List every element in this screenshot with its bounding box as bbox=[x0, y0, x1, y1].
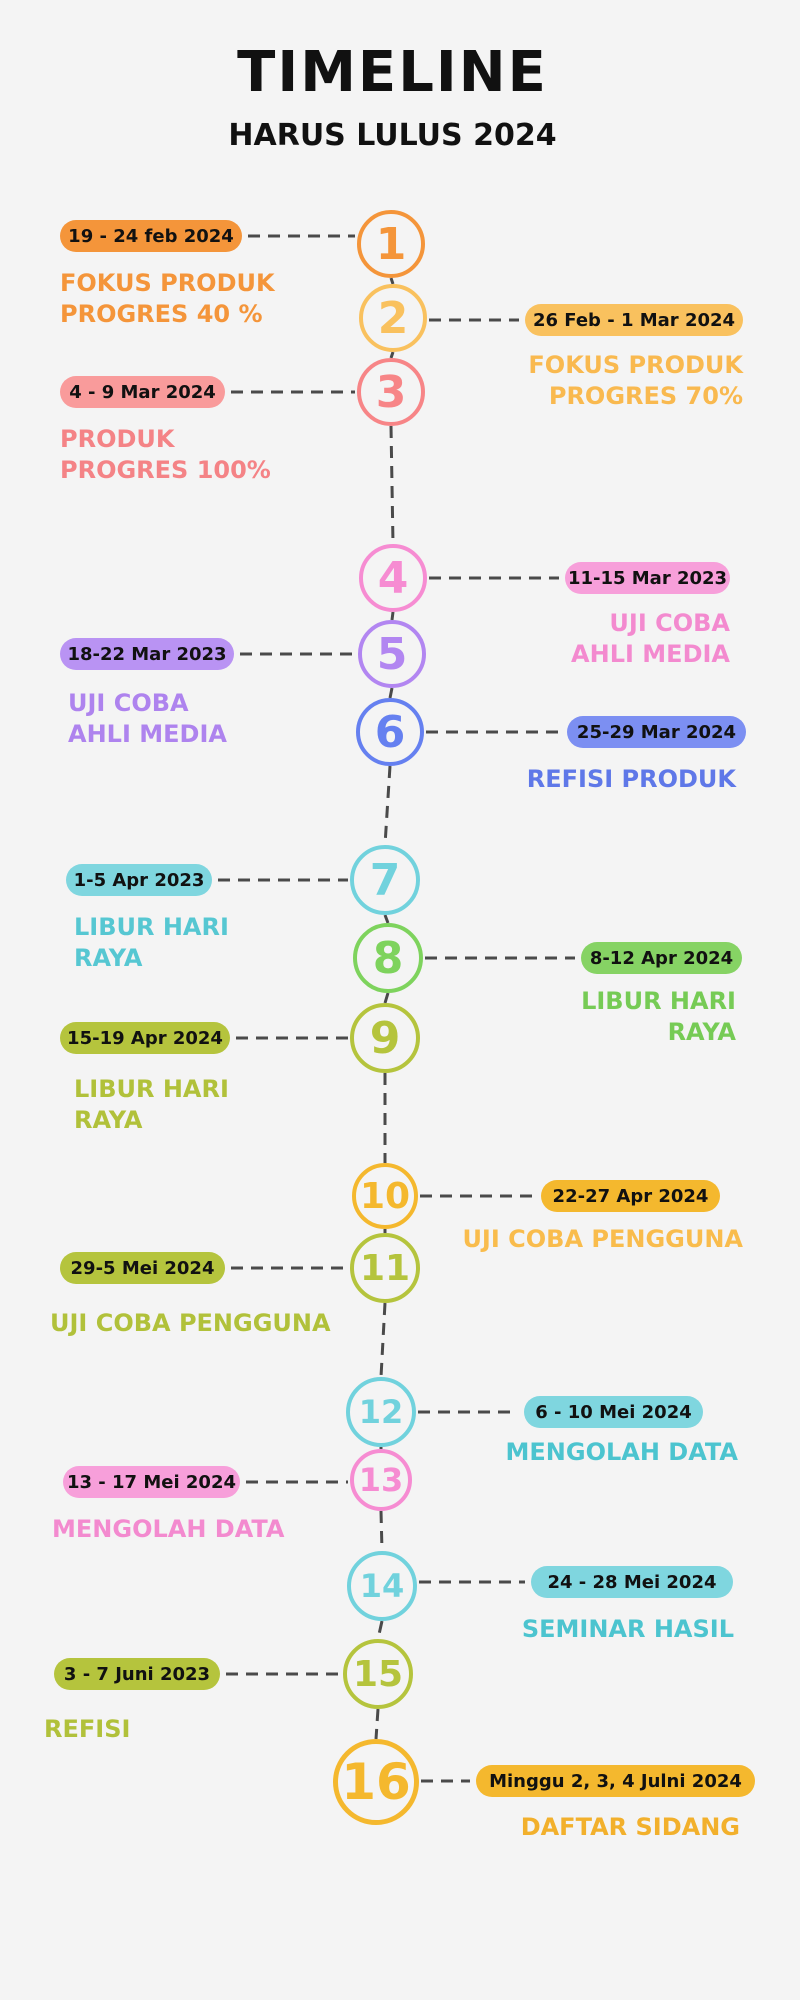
milestone-5-date: 18-22 Mar 2023 bbox=[60, 638, 234, 670]
timeline-spine bbox=[374, 277, 395, 1740]
milestone-11-date: 29-5 Mei 2024 bbox=[60, 1252, 225, 1284]
milestone-16-circle: 16 bbox=[333, 1739, 419, 1825]
milestone-7-circle: 7 bbox=[350, 845, 420, 915]
description-line: LIBUR HARI bbox=[74, 1075, 229, 1103]
milestone-12-circle: 12 bbox=[346, 1377, 416, 1447]
description-line: LIBUR HARI bbox=[74, 913, 229, 941]
milestone-9-date: 15-19 Apr 2024 bbox=[60, 1022, 230, 1054]
milestone-6-description: REFISI PRODUK bbox=[527, 764, 736, 795]
spine-segment bbox=[374, 1708, 380, 1740]
milestone-4-circle: 4 bbox=[359, 544, 427, 612]
spine-segment bbox=[379, 1510, 384, 1552]
milestone-9-circle: 9 bbox=[350, 1003, 420, 1073]
milestone-13-date: 13 - 17 Mei 2024 bbox=[63, 1466, 240, 1498]
description-line: PROGRES 100% bbox=[60, 456, 271, 484]
spine-segment bbox=[383, 992, 390, 1004]
milestone-10-date: 22-27 Apr 2024 bbox=[541, 1180, 720, 1212]
milestone-16-description: DAFTAR SIDANG bbox=[521, 1812, 740, 1843]
description-line: UJI COBA bbox=[609, 609, 730, 637]
milestone-6-date: 25-29 Mar 2024 bbox=[567, 716, 746, 748]
description-line: AHLI MEDIA bbox=[68, 720, 227, 748]
spine-segment bbox=[379, 1302, 387, 1378]
milestone-15-description: REFISI bbox=[44, 1714, 130, 1745]
milestone-2-circle: 2 bbox=[359, 284, 427, 352]
milestone-3-circle: 3 bbox=[357, 358, 425, 426]
milestone-5-circle: 5 bbox=[358, 620, 426, 688]
description-line: SEMINAR HASIL bbox=[521, 1615, 734, 1643]
spine-segment bbox=[390, 611, 395, 621]
description-line: FOKUS PRODUK bbox=[60, 269, 275, 297]
milestone-3-date: 4 - 9 Mar 2024 bbox=[60, 376, 225, 408]
milestone-13-circle: 13 bbox=[350, 1449, 412, 1511]
milestone-10-circle: 10 bbox=[352, 1163, 418, 1229]
milestone-16-date: Minggu 2, 3, 4 Julni 2024 bbox=[476, 1765, 755, 1797]
description-line: MENGOLAH DATA bbox=[505, 1438, 739, 1466]
description-line: UJI COBA PENGGUNA bbox=[462, 1225, 743, 1253]
milestone-14-description: SEMINAR HASIL bbox=[522, 1614, 734, 1645]
milestone-14-circle: 14 bbox=[347, 1551, 417, 1621]
milestone-2-description: FOKUS PRODUK PROGRES 70% bbox=[528, 350, 743, 412]
milestone-14-date: 24 - 28 Mei 2024 bbox=[531, 1566, 733, 1598]
page-title: TIMELINE bbox=[237, 40, 548, 105]
spine-segment bbox=[389, 425, 395, 545]
milestone-2-date: 26 Feb - 1 Mar 2024 bbox=[525, 304, 743, 336]
milestone-8-date: 8-12 Apr 2024 bbox=[581, 942, 742, 974]
milestone-1-circle: 1 bbox=[357, 210, 425, 278]
milestone-3-description: PRODUK PROGRES 100% bbox=[60, 424, 271, 486]
milestone-15-date: 3 - 7 Juni 2023 bbox=[54, 1658, 220, 1690]
timeline-arms bbox=[218, 234, 575, 1783]
milestone-12-description: MENGOLAH DATA bbox=[506, 1437, 739, 1468]
milestone-12-date: 6 - 10 Mei 2024 bbox=[524, 1396, 703, 1428]
description-line: FOKUS PRODUK bbox=[528, 351, 743, 379]
spine-segment bbox=[388, 687, 394, 699]
milestone-8-circle: 8 bbox=[353, 923, 423, 993]
description-line: REFISI bbox=[44, 1715, 131, 1743]
milestone-7-description: LIBUR HARI RAYA bbox=[74, 912, 229, 974]
spine-segment bbox=[376, 1620, 384, 1640]
milestone-6-circle: 6 bbox=[356, 698, 424, 766]
description-line: UJI COBA bbox=[68, 689, 189, 717]
description-line: MENGOLAH DATA bbox=[52, 1515, 285, 1543]
spine-segment bbox=[389, 277, 395, 285]
milestone-1-description: FOKUS PRODUK PROGRES 40 % bbox=[60, 268, 275, 330]
milestone-11-circle: 11 bbox=[350, 1233, 420, 1303]
description-line: AHLI MEDIA bbox=[571, 640, 730, 668]
description-line: LIBUR HARI bbox=[581, 987, 736, 1015]
spine-segment bbox=[383, 914, 390, 924]
description-line: RAYA bbox=[667, 1018, 736, 1046]
description-line: PRODUK bbox=[60, 425, 175, 453]
milestone-13-description: MENGOLAH DATA bbox=[52, 1514, 285, 1545]
description-line: DAFTAR SIDANG bbox=[520, 1813, 740, 1841]
description-line: PROGRES 70% bbox=[548, 382, 743, 410]
description-line: PROGRES 40 % bbox=[60, 300, 263, 328]
spine-segment bbox=[383, 765, 392, 846]
milestone-11-description: UJI COBA PENGGUNA bbox=[50, 1308, 331, 1339]
description-line: UJI COBA PENGGUNA bbox=[50, 1309, 331, 1337]
description-line: REFISI PRODUK bbox=[526, 765, 736, 793]
description-line: RAYA bbox=[74, 1106, 143, 1134]
page-subtitle: HARUS LULUS 2024 bbox=[228, 118, 557, 153]
description-line: RAYA bbox=[74, 944, 143, 972]
milestone-10-description: UJI COBA PENGGUNA bbox=[462, 1224, 743, 1255]
milestone-4-date: 11-15 Mar 2023 bbox=[565, 562, 730, 594]
milestone-4-description: UJI COBA AHLI MEDIA bbox=[571, 608, 730, 670]
milestone-8-description: LIBUR HARI RAYA bbox=[581, 986, 736, 1048]
spine-segment bbox=[389, 351, 395, 359]
milestone-9-description: LIBUR HARI RAYA bbox=[74, 1074, 229, 1136]
milestone-7-date: 1-5 Apr 2023 bbox=[66, 864, 212, 896]
milestone-5-description: UJI COBA AHLI MEDIA bbox=[68, 688, 227, 750]
milestone-1-date: 19 - 24 feb 2024 bbox=[60, 220, 242, 252]
milestone-15-circle: 15 bbox=[343, 1639, 413, 1709]
